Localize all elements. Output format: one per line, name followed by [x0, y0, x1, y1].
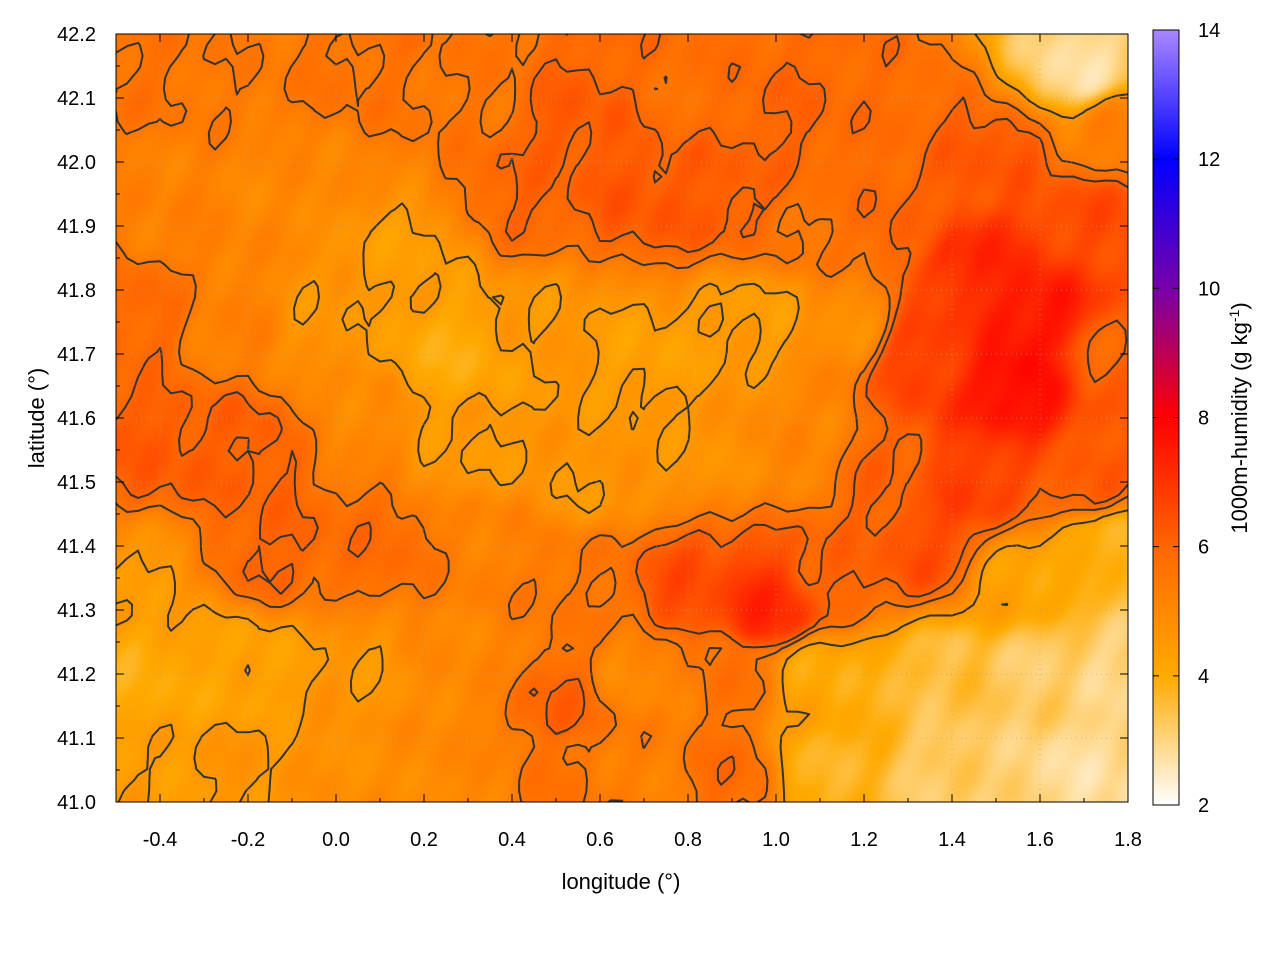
y-tick-label: 42.2: [57, 24, 96, 46]
y-tick-label: 42.1: [57, 88, 96, 110]
x-tick-label: 0.8: [674, 829, 702, 851]
y-axis-title: latitude (°): [24, 368, 49, 469]
contour-level-line: [116, 34, 1128, 802]
y-tick-label: 41.2: [57, 664, 96, 686]
contour-lines: [116, 34, 1128, 802]
grid-lines: [116, 34, 1128, 802]
colorbar-tick-label: 14: [1198, 20, 1220, 42]
x-tick-label: 1.6: [1026, 829, 1054, 851]
y-tick-label: 41.6: [57, 408, 96, 430]
colorbar-title: 1000m-humidity (g kg-1): [1226, 302, 1252, 533]
colorbar-title-end: ): [1227, 302, 1252, 309]
x-axis-title: longitude (°): [562, 869, 681, 894]
x-tick-label: -0.4: [143, 829, 177, 851]
y-tick-label: 41.3: [57, 600, 96, 622]
x-tick-label: 0.6: [586, 829, 614, 851]
y-tick-label: 41.8: [57, 280, 96, 302]
y-tick-label: 42.0: [57, 152, 96, 174]
y-tick-label: 41.4: [57, 536, 96, 558]
colorbar-title-main: 1000m-humidity (g kg: [1227, 322, 1252, 534]
colorbar-tick-label: 10: [1198, 278, 1220, 300]
x-tick-label: 1.8: [1114, 829, 1142, 851]
colorbar-title-superscript: -1: [1226, 309, 1242, 322]
colorbar-tick-label: 8: [1198, 408, 1209, 430]
x-tick-label: 0.2: [410, 829, 438, 851]
x-tick-label: 1.0: [762, 829, 790, 851]
y-axis: 41.0 41.1 41.2 41.3 41.4 41.5 41.6 41.7 41.8 41.9…: [57, 24, 1128, 814]
colorbar: 2 4 6 8 10 12 14 1000m-humidity (g kg-1): [1152, 20, 1252, 817]
y-tick-label: 41.9: [57, 216, 96, 238]
y-tick-label: 41.5: [57, 472, 96, 494]
y-tick-label: 41.1: [57, 728, 96, 750]
x-tick-label: 1.2: [850, 829, 878, 851]
colorbar-ticks: 2 4 6 8 10 12 14: [1153, 20, 1220, 817]
colorbar-tick-label: 6: [1198, 537, 1209, 559]
contour-level-line: [116, 34, 1128, 802]
y-tick-label: 41.0: [57, 792, 96, 814]
x-tick-label: 0.0: [322, 829, 350, 851]
x-tick-label: 1.4: [938, 829, 966, 851]
x-axis: -0.4 -0.2 0.0 0.2 0.4 0.6 0.8 1.0 1.2 1.4 1.6 1.8: [115, 34, 1142, 851]
colorbar-tick-label: 4: [1198, 666, 1209, 688]
colorbar-tick-label: 2: [1198, 795, 1209, 817]
x-tick-label: -0.2: [231, 829, 265, 851]
colorbar-tick-label: 12: [1198, 149, 1220, 171]
x-tick-label: 0.4: [498, 829, 526, 851]
y-tick-label: 41.7: [57, 344, 96, 366]
